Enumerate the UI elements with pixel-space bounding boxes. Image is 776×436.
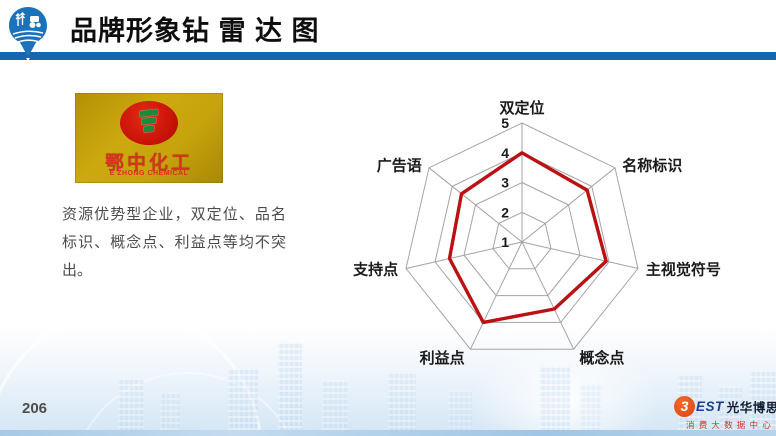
best-logo-name: 光华博思特 — [726, 401, 776, 415]
skyline-building — [118, 378, 144, 430]
skyline-building — [718, 386, 742, 430]
skyline-building — [580, 384, 602, 430]
radar-axis-label: 主视觉符号 — [646, 260, 721, 278]
summary-text: 资源优势型企业，双定位、品名标识、概念点、利益点等均不突出。 — [62, 206, 286, 279]
skyline-building — [278, 342, 302, 430]
radar-axis-label: 支持点 — [352, 260, 398, 278]
company-name-cn: 鄂中化工 — [104, 153, 193, 174]
skyline-building — [540, 366, 570, 430]
skyline-building — [388, 372, 416, 430]
company-logo-card: 鄂中化工 E ZHONG CHEMICAL — [75, 93, 223, 183]
radar-grid-ring — [434, 152, 610, 323]
radar-grid-ring — [463, 181, 581, 297]
page-title: 品牌形象钻 雷 达 图 — [70, 16, 320, 46]
tractor-icon — [29, 16, 41, 28]
skyline-building — [160, 392, 180, 430]
radar-axis-label: 名称标识 — [622, 156, 682, 174]
radar-tick-label: 5 — [501, 115, 509, 131]
skyline-building — [322, 380, 348, 430]
radar-grid-ring — [492, 211, 552, 270]
radar-axis-spoke — [521, 167, 616, 243]
radar-axis-label: 双定位 — [499, 99, 544, 117]
page-number: 206 — [22, 400, 48, 417]
best-logo-mark-icon: 3 — [674, 396, 695, 417]
emblem-leaf-bar — [142, 117, 156, 125]
radar-tick-label: 4 — [501, 145, 509, 161]
flare-circle — [70, 372, 304, 436]
radar-tick-label: 1 — [501, 234, 509, 250]
radar-axis-spoke — [469, 241, 523, 350]
emblem-leaf-bar — [140, 109, 158, 117]
skyline-building — [448, 390, 472, 430]
skyline-building — [750, 370, 776, 430]
radar-data-series — [447, 151, 608, 325]
best-logo-tagline: 消费大数据中心 — [686, 420, 775, 430]
radar-tick-label: 2 — [501, 204, 509, 220]
balloon-tip-sprout — [26, 58, 30, 61]
radar-tick-label: 3 — [501, 175, 509, 191]
company-name-en: E ZHONG CHEMICAL — [109, 170, 189, 177]
radar-axis-spoke — [405, 241, 523, 269]
radar-axis-label: 概念点 — [579, 349, 624, 367]
field-rows-icon — [12, 30, 44, 43]
radar-axis-label: 利益点 — [420, 349, 465, 367]
radar-axis-spoke — [521, 241, 575, 350]
bottom-edge-strip — [0, 430, 776, 436]
company-emblem — [120, 101, 178, 145]
header: 品牌形象钻 雷 达 图 — [0, 0, 776, 52]
brand-footer-logo: 3 EST 光华博思特 消费大数据中心 — [674, 396, 776, 431]
emblem-leaf-bar — [144, 125, 154, 133]
header-divider-bar — [0, 52, 776, 60]
skyline-building — [228, 368, 258, 430]
agri-balloon-logo-icon — [9, 7, 47, 61]
best-logo-est: EST — [696, 399, 724, 414]
radar-axis-spoke — [428, 167, 523, 243]
wheat-icon — [15, 12, 25, 26]
radar-axis-spoke — [521, 241, 639, 269]
radar-axis-label: 广告语 — [377, 156, 422, 174]
